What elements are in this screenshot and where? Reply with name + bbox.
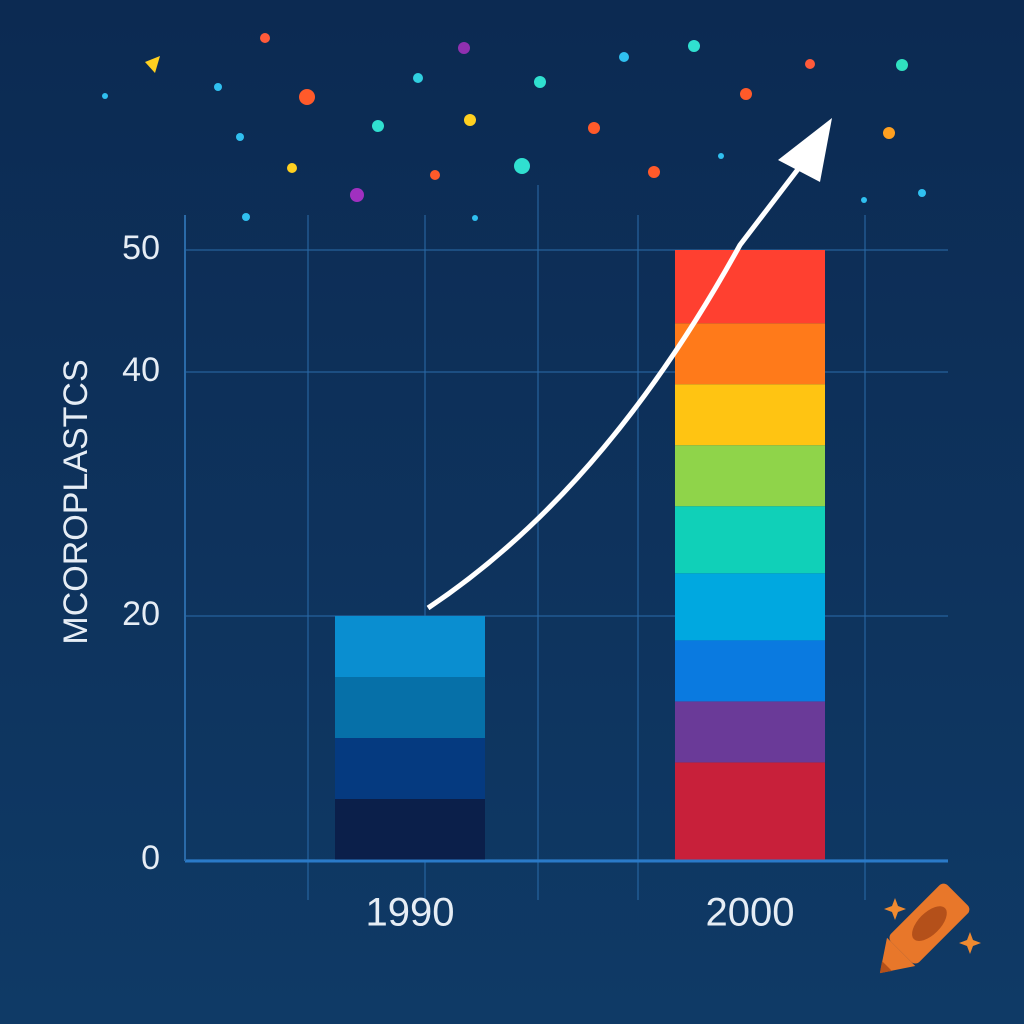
bar-segment bbox=[335, 799, 485, 860]
y-axis-label: MCOROPLASTCS bbox=[57, 359, 95, 644]
arrow-head bbox=[778, 118, 832, 182]
sparkle bbox=[959, 932, 981, 954]
bar-segment bbox=[675, 250, 825, 324]
bar-segment bbox=[675, 762, 825, 860]
confetti bbox=[102, 33, 926, 221]
trend-arrow bbox=[426, 158, 807, 611]
bar-segment bbox=[675, 323, 825, 385]
vertical-grid bbox=[307, 185, 866, 900]
bar-segment bbox=[675, 384, 825, 446]
bar-segment bbox=[675, 445, 825, 507]
x-tick-label: 1990 bbox=[366, 891, 455, 935]
bar-segment bbox=[675, 573, 825, 641]
x-tick-label: 2000 bbox=[706, 891, 795, 935]
sparkle bbox=[884, 898, 906, 920]
bar-segment bbox=[335, 677, 485, 738]
bar-segment bbox=[675, 640, 825, 702]
bar-segment bbox=[335, 616, 485, 677]
bar-segment bbox=[675, 701, 825, 763]
bar-segment bbox=[675, 506, 825, 574]
plot: 0 20 40 50 1990 2000 bbox=[122, 229, 948, 935]
y-tick-label: 40 bbox=[122, 351, 160, 389]
y-tick-label: 0 bbox=[141, 839, 160, 877]
crayon-icon bbox=[879, 883, 970, 974]
y-tick-label: 20 bbox=[122, 595, 160, 633]
bar-segment bbox=[335, 738, 485, 799]
y-tick-label: 50 bbox=[122, 229, 160, 267]
